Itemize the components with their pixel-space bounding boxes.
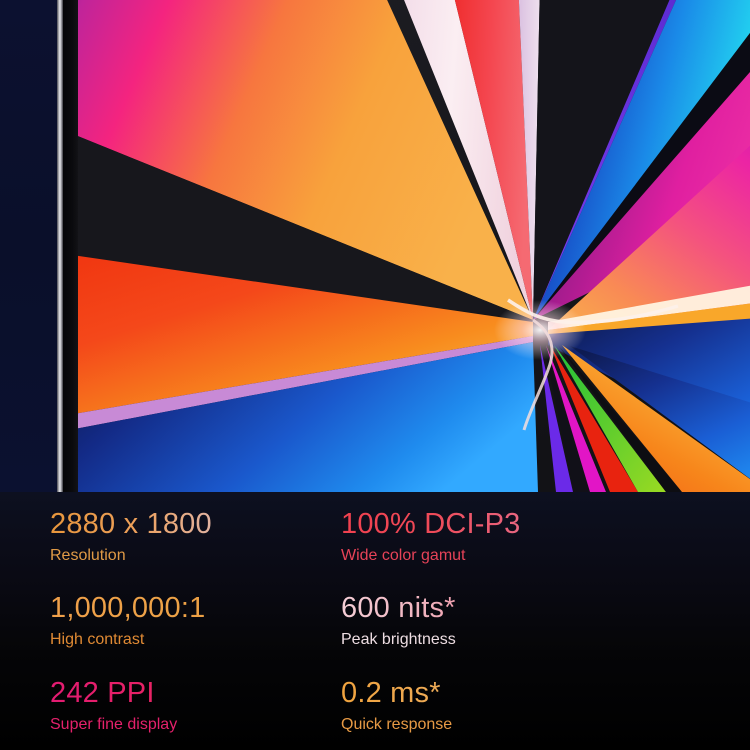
spec-item-response-time: 0.2 ms* Quick response <box>341 675 641 736</box>
spec-value-contrast: 1,000,000:1 <box>50 590 350 626</box>
laptop-bezel-edge <box>57 0 63 492</box>
spec-label-ppi: Super fine display <box>50 716 178 733</box>
spec-value-brightness: 600 nits* <box>341 590 641 626</box>
laptop-display-photo <box>0 0 750 492</box>
spec-value-response-time: 0.2 ms* <box>341 675 641 711</box>
spec-label-color-gamut: Wide color gamut <box>341 547 466 564</box>
spec-item-color-gamut: 100% DCI-P3 Wide color gamut <box>341 506 641 567</box>
spec-value-ppi: 242 PPI <box>50 675 350 711</box>
spec-panel: 2880 x 1800 Resolution 100% DCI-P3 Wide … <box>0 492 750 750</box>
spec-label-contrast: High contrast <box>50 631 145 648</box>
laptop-screen <box>78 0 750 492</box>
spec-grid: 2880 x 1800 Resolution 100% DCI-P3 Wide … <box>0 492 750 750</box>
spec-item-resolution: 2880 x 1800 Resolution <box>50 506 350 567</box>
spec-item-brightness: 600 nits* Peak brightness <box>341 590 641 651</box>
rays-wallpaper <box>78 0 750 492</box>
spec-label-response-time: Quick response <box>341 716 453 733</box>
spec-item-ppi: 242 PPI Super fine display <box>50 675 350 736</box>
spec-label-brightness: Peak brightness <box>341 631 456 648</box>
photo-background-surround <box>0 0 58 492</box>
spec-item-contrast: 1,000,000:1 High contrast <box>50 590 350 651</box>
spec-label-resolution: Resolution <box>50 547 126 564</box>
spec-value-resolution: 2880 x 1800 <box>50 506 350 542</box>
rays-wallpaper-svg <box>78 0 750 492</box>
spec-value-color-gamut: 100% DCI-P3 <box>341 506 641 542</box>
laptop-bezel-black <box>63 0 78 492</box>
